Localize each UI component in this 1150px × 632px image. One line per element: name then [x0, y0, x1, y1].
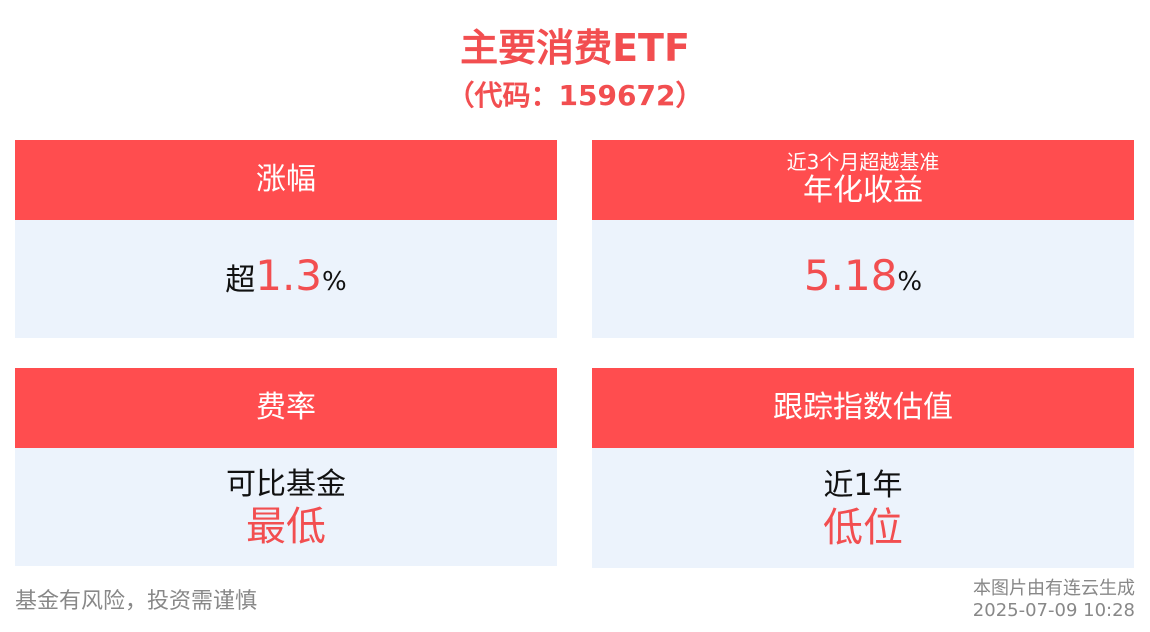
change-card-header: 涨幅 — [15, 140, 557, 220]
excess-return-card-subtitle: 近3个月超越基准 — [786, 150, 940, 174]
fee-card-title: 费率 — [256, 390, 316, 425]
fee-line1: 可比基金 — [226, 467, 346, 502]
risk-disclaimer: 基金有风险，投资需谨慎 — [15, 589, 258, 614]
fee-card-header: 费率 — [15, 368, 557, 448]
valuation-card-header: 跟踪指数估值 — [592, 368, 1134, 448]
generation-info: 本图片由有连云生成 2025-07-09 10:28 — [973, 578, 1135, 622]
excess-return-card-title: 年化收益 — [803, 173, 923, 208]
source-note: 本图片由有连云生成 — [973, 578, 1135, 599]
valuation-line2: 低位 — [823, 505, 903, 551]
change-prefix: 超 — [225, 263, 256, 298]
change-value: 1.3 — [255, 251, 323, 300]
fee-card-body: 可比基金 最低 — [15, 448, 557, 566]
page-title: 主要消费ETF — [460, 26, 690, 70]
valuation-line1: 近1年 — [823, 468, 903, 503]
change-card: 涨幅 超1.3% — [15, 140, 557, 338]
change-unit: % — [322, 267, 347, 297]
valuation-card: 跟踪指数估值 近1年 低位 — [592, 368, 1134, 568]
excess-return-card: 近3个月超越基准 年化收益 5.18% — [592, 140, 1134, 338]
fee-card: 费率 可比基金 最低 — [15, 368, 557, 566]
excess-return-value-line: 5.18% — [804, 255, 923, 302]
excess-return-unit: % — [897, 267, 923, 297]
change-card-title: 涨幅 — [256, 162, 316, 197]
excess-return-value: 5.18 — [803, 251, 898, 300]
fund-code: （代码：159672） — [446, 79, 704, 112]
timestamp: 2025-07-09 10:28 — [972, 600, 1135, 621]
valuation-card-body: 近1年 低位 — [592, 448, 1134, 568]
excess-return-card-header: 近3个月超越基准 年化收益 — [592, 140, 1134, 220]
valuation-card-title: 跟踪指数估值 — [773, 390, 953, 425]
change-value-line: 超1.3% — [225, 255, 347, 302]
fee-line2: 最低 — [246, 504, 326, 550]
excess-return-card-body: 5.18% — [592, 220, 1134, 338]
change-card-body: 超1.3% — [15, 220, 557, 338]
